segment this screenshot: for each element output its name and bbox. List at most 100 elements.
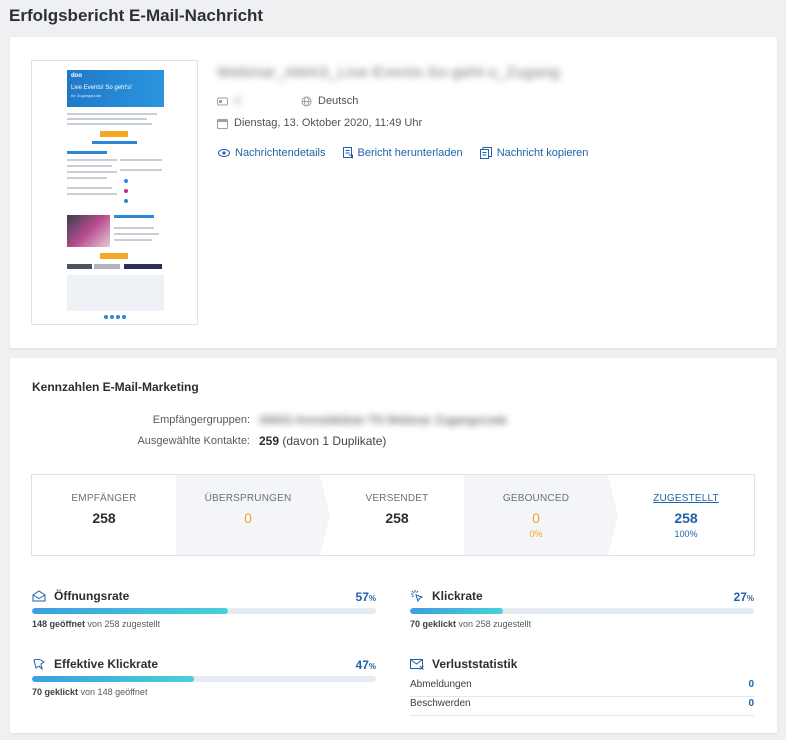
- envelope-open-icon: [32, 590, 46, 602]
- preview-social-icon: [116, 315, 120, 319]
- preview-headline: Live Events! So geht's!: [71, 85, 132, 91]
- open-rate-metric: Öffnungsrate 57%: [32, 589, 376, 604]
- click-rate-detail: 70 geklickt von 258 zugestellt: [410, 619, 531, 629]
- pipeline-step-delivered[interactable]: ZUGESTELLT 258 100%: [618, 475, 754, 555]
- globe-icon: [301, 96, 312, 107]
- open-rate-detail: 148 geöffnet von 258 zugestellt: [32, 619, 160, 629]
- complaints-value[interactable]: 0: [748, 698, 754, 709]
- unsubscribes-row: Abmeldungen 0: [410, 679, 754, 697]
- report-icon: [342, 147, 353, 159]
- preview-button: [100, 253, 128, 259]
- preview-line: [114, 239, 152, 241]
- preview-heading: [114, 215, 154, 218]
- step-label: GEBOUNCED: [502, 493, 570, 504]
- loss-statistics-header: Verluststatistik: [410, 657, 754, 671]
- loss-statistics-title: Verluststatistik: [432, 657, 518, 671]
- id-card-icon: [217, 96, 228, 107]
- effective-click-rate-detail: 70 geklickt von 148 geöffnet: [32, 687, 147, 697]
- cursor-click-icon: [411, 590, 424, 603]
- pipeline-step-bounced: GEBOUNCED 0 0%: [464, 475, 608, 555]
- copy-message-link[interactable]: Nachricht kopieren: [479, 147, 589, 159]
- step-value: 258: [674, 510, 698, 526]
- preview-line: [67, 113, 157, 115]
- step-separator: [320, 475, 330, 555]
- selected-contacts-label: Ausgewählte Kontakte:: [137, 435, 250, 447]
- delivery-pipeline: EMPFÄNGER 258 ÜBERSPRUNGEN 0 VERSENDET 2…: [31, 474, 755, 556]
- selected-contacts-note: (davon 1 Duplikate): [282, 434, 387, 448]
- calendar-icon: [217, 118, 228, 129]
- message-actions: Nachrichtendetails Bericht herunterladen…: [218, 147, 605, 159]
- page-title: Erfolgsbericht E-Mail-Nachricht: [9, 6, 264, 25]
- open-rate-bar-fill: [32, 608, 229, 614]
- download-report-link[interactable]: Bericht herunterladen: [342, 147, 463, 159]
- click-rate-bar: [410, 608, 754, 614]
- open-rate-title: Öffnungsrate: [54, 589, 130, 603]
- percent-unit: %: [368, 662, 376, 671]
- click-rate-percent: 27%: [734, 590, 754, 604]
- preview-heading: [67, 151, 107, 154]
- percent-unit: %: [368, 594, 376, 603]
- download-report-label: Bericht herunterladen: [357, 147, 463, 159]
- preview-line: [67, 165, 112, 167]
- date-row: Dienstag, 13. Oktober 2020, 11:49 Uhr: [217, 117, 422, 129]
- effective-click-count: 70 geklickt: [32, 687, 79, 697]
- preview-subline: Ihr Zugangscode: [71, 93, 102, 98]
- preview-dot: [124, 189, 128, 193]
- preview-line: [120, 169, 162, 171]
- effective-click-rate-bar: [32, 676, 376, 682]
- email-preview-thumbnail[interactable]: doo Live Events! So geht's! Ihr Zugangsc…: [31, 60, 198, 325]
- preview-header: doo Live Events! So geht's! Ihr Zugangsc…: [67, 70, 164, 107]
- preview-line: [67, 193, 117, 195]
- recipient-groups-label: Empfängergruppen:: [152, 414, 250, 426]
- open-count: 148 geöffnet: [32, 619, 86, 629]
- open-rate-header: Öffnungsrate: [32, 589, 376, 603]
- copy-message-label: Nachricht kopieren: [496, 147, 589, 159]
- date-value: Dienstag, 13. Oktober 2020, 11:49 Uhr: [234, 117, 423, 129]
- step-label: EMPFÄNGER: [71, 493, 137, 504]
- percent-unit: %: [746, 594, 754, 603]
- pipeline-step-sent: VERSENDET 258: [330, 475, 464, 555]
- complaints-row: Beschwerden 0: [410, 698, 754, 716]
- preview-dot: [124, 199, 128, 203]
- language-row: Deutsch: [301, 95, 358, 107]
- step-label: ZUGESTELLT: [653, 493, 719, 504]
- step-percent: 100%: [674, 529, 698, 539]
- step-value: 0: [532, 510, 540, 526]
- click-rate-value: 27: [733, 590, 747, 604]
- click-count: 70 geklickt: [410, 619, 457, 629]
- preview-partner-logo: [67, 264, 92, 269]
- effective-click-rate-title: Effektive Klickrate: [54, 657, 159, 671]
- pipeline-step-recipients: EMPFÄNGER 258: [32, 475, 176, 555]
- preview-partner-logo: [94, 264, 120, 269]
- message-card: doo Live Events! So geht's! Ihr Zugangsc…: [10, 37, 777, 348]
- unsubscribes-value[interactable]: 0: [748, 679, 754, 690]
- click-rate-metric: Klickrate 27%: [410, 589, 754, 604]
- effective-click-rate-header: Effektive Klickrate: [32, 657, 376, 671]
- preview-line: [67, 187, 112, 189]
- preview-link: [92, 141, 137, 144]
- step-label: VERSENDET: [365, 493, 429, 504]
- preview-line: [114, 233, 159, 235]
- step-value: 258: [92, 510, 116, 526]
- preview-button: [100, 131, 128, 137]
- effective-click-rate-value: 47: [355, 658, 369, 672]
- envelope-x-icon: [410, 659, 424, 670]
- step-value: 258: [385, 510, 409, 526]
- message-details-link[interactable]: Nachrichtendetails: [218, 147, 326, 159]
- step-percent: 0%: [529, 529, 543, 539]
- preview-line: [114, 227, 154, 229]
- pipeline-step-skipped: ÜBERSPRUNGEN 0: [176, 475, 320, 555]
- effective-click-rate-metric: Effektive Klickrate 47%: [32, 657, 376, 672]
- preview-line: [67, 118, 147, 120]
- loss-statistics: Verluststatistik: [410, 657, 754, 671]
- preview-social-icon: [104, 315, 108, 319]
- preview-line: [67, 159, 117, 161]
- selected-contacts-count: 259: [259, 434, 280, 448]
- open-rate-value: 57: [355, 590, 369, 604]
- recipient-groups-value: AMAS Anmeldeliste TN Webinar Zugangscode: [259, 413, 508, 427]
- click-rate-header: Klickrate: [410, 589, 754, 603]
- open-rest: von 258 zugestellt: [87, 619, 161, 629]
- preview-line: [67, 177, 107, 179]
- preview-line: [67, 123, 152, 125]
- copy-icon: [479, 147, 492, 159]
